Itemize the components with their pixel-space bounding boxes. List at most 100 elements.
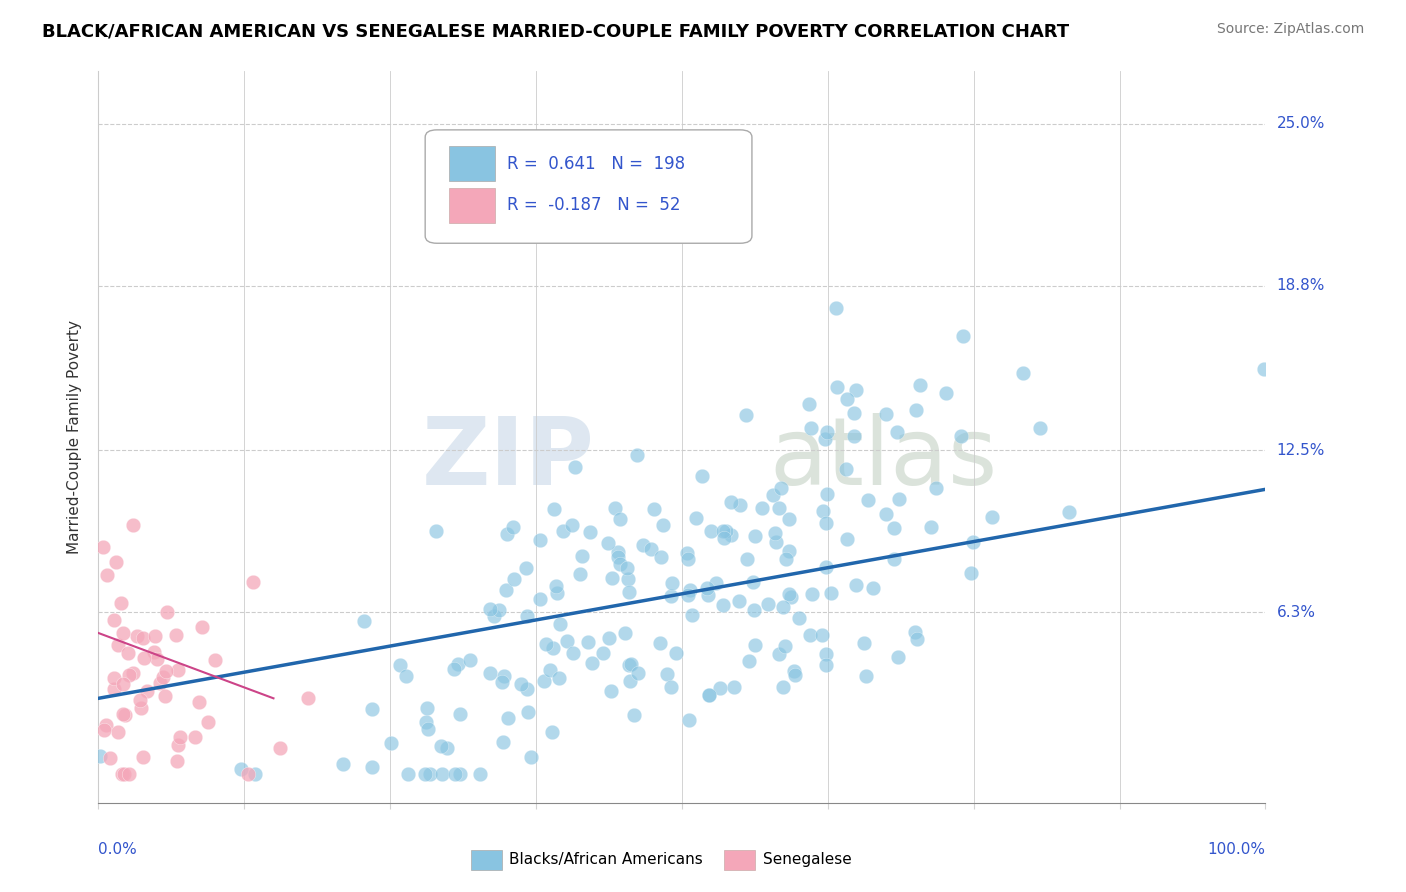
Text: 0.0%: 0.0%: [98, 842, 138, 856]
Point: [93, 723, 115, 738]
Point: [762, 488, 785, 502]
Point: [814, 432, 837, 446]
Point: [546, 579, 568, 593]
Point: [415, 714, 437, 729]
Point: [478, 601, 501, 615]
Point: [425, 524, 447, 538]
Point: [844, 406, 866, 420]
Point: [136, 684, 159, 698]
Point: [856, 493, 879, 508]
Point: [89, 748, 111, 763]
Point: [783, 665, 806, 679]
Point: [529, 592, 551, 607]
Point: [187, 695, 209, 709]
Point: [533, 674, 555, 689]
Point: [886, 425, 908, 439]
Point: [602, 571, 624, 585]
Point: [156, 605, 179, 619]
Point: [1012, 366, 1035, 380]
Point: [661, 575, 683, 590]
Point: [167, 738, 190, 752]
Point: [887, 649, 910, 664]
Point: [607, 550, 630, 565]
Point: [742, 575, 765, 590]
Text: 12.5%: 12.5%: [1277, 442, 1324, 458]
Point: [103, 682, 125, 697]
Point: [482, 609, 505, 624]
Point: [875, 407, 897, 421]
Point: [676, 546, 699, 560]
Point: [360, 702, 382, 716]
Point: [778, 512, 800, 526]
Point: [678, 713, 700, 727]
Point: [548, 617, 571, 632]
Point: [297, 691, 319, 706]
Point: [711, 598, 734, 612]
Point: [640, 542, 662, 557]
Point: [815, 647, 838, 661]
Point: [569, 567, 592, 582]
Point: [104, 555, 127, 569]
Point: [236, 767, 259, 781]
Point: [727, 594, 749, 608]
Point: [681, 607, 703, 622]
Point: [122, 666, 145, 681]
Point: [665, 646, 688, 660]
Point: [449, 767, 471, 781]
Point: [416, 700, 439, 714]
Point: [772, 680, 794, 694]
Point: [388, 657, 411, 672]
Point: [949, 429, 972, 443]
Point: [907, 632, 929, 646]
Y-axis label: Married-Couple Family Poverty: Married-Couple Family Poverty: [67, 320, 83, 554]
Point: [903, 625, 925, 640]
Point: [676, 588, 699, 602]
Point: [502, 519, 524, 533]
Point: [443, 662, 465, 676]
Point: [118, 668, 141, 682]
Point: [709, 681, 731, 695]
Point: [579, 524, 602, 539]
Point: [815, 559, 838, 574]
Point: [360, 760, 382, 774]
Point: [415, 767, 437, 781]
Point: [852, 636, 875, 650]
Point: [592, 646, 614, 660]
Point: [1057, 505, 1080, 519]
Point: [811, 628, 834, 642]
Point: [571, 549, 593, 564]
Point: [143, 645, 166, 659]
Point: [458, 653, 481, 667]
Point: [676, 552, 699, 566]
Point: [562, 646, 585, 660]
Point: [165, 628, 187, 642]
Point: [98, 751, 121, 765]
Point: [555, 633, 578, 648]
Point: [728, 498, 751, 512]
Point: [488, 602, 510, 616]
Text: Blacks/African Americans: Blacks/African Americans: [509, 853, 703, 867]
Point: [800, 420, 823, 434]
Point: [94, 718, 117, 732]
Point: [155, 664, 177, 678]
Point: [242, 574, 264, 589]
Point: [815, 425, 838, 439]
Point: [166, 755, 188, 769]
Point: [380, 736, 402, 750]
Point: [835, 533, 858, 547]
Point: [416, 723, 439, 737]
Point: [517, 705, 540, 719]
Point: [449, 706, 471, 721]
Point: [778, 544, 800, 558]
Point: [962, 534, 984, 549]
Point: [152, 670, 174, 684]
Text: ZIP: ZIP: [422, 413, 595, 505]
Point: [491, 674, 513, 689]
Point: [430, 739, 453, 753]
Point: [143, 629, 166, 643]
Text: 100.0%: 100.0%: [1208, 842, 1265, 856]
Point: [117, 646, 139, 660]
Point: [627, 666, 650, 681]
Point: [756, 598, 779, 612]
Point: [613, 625, 636, 640]
